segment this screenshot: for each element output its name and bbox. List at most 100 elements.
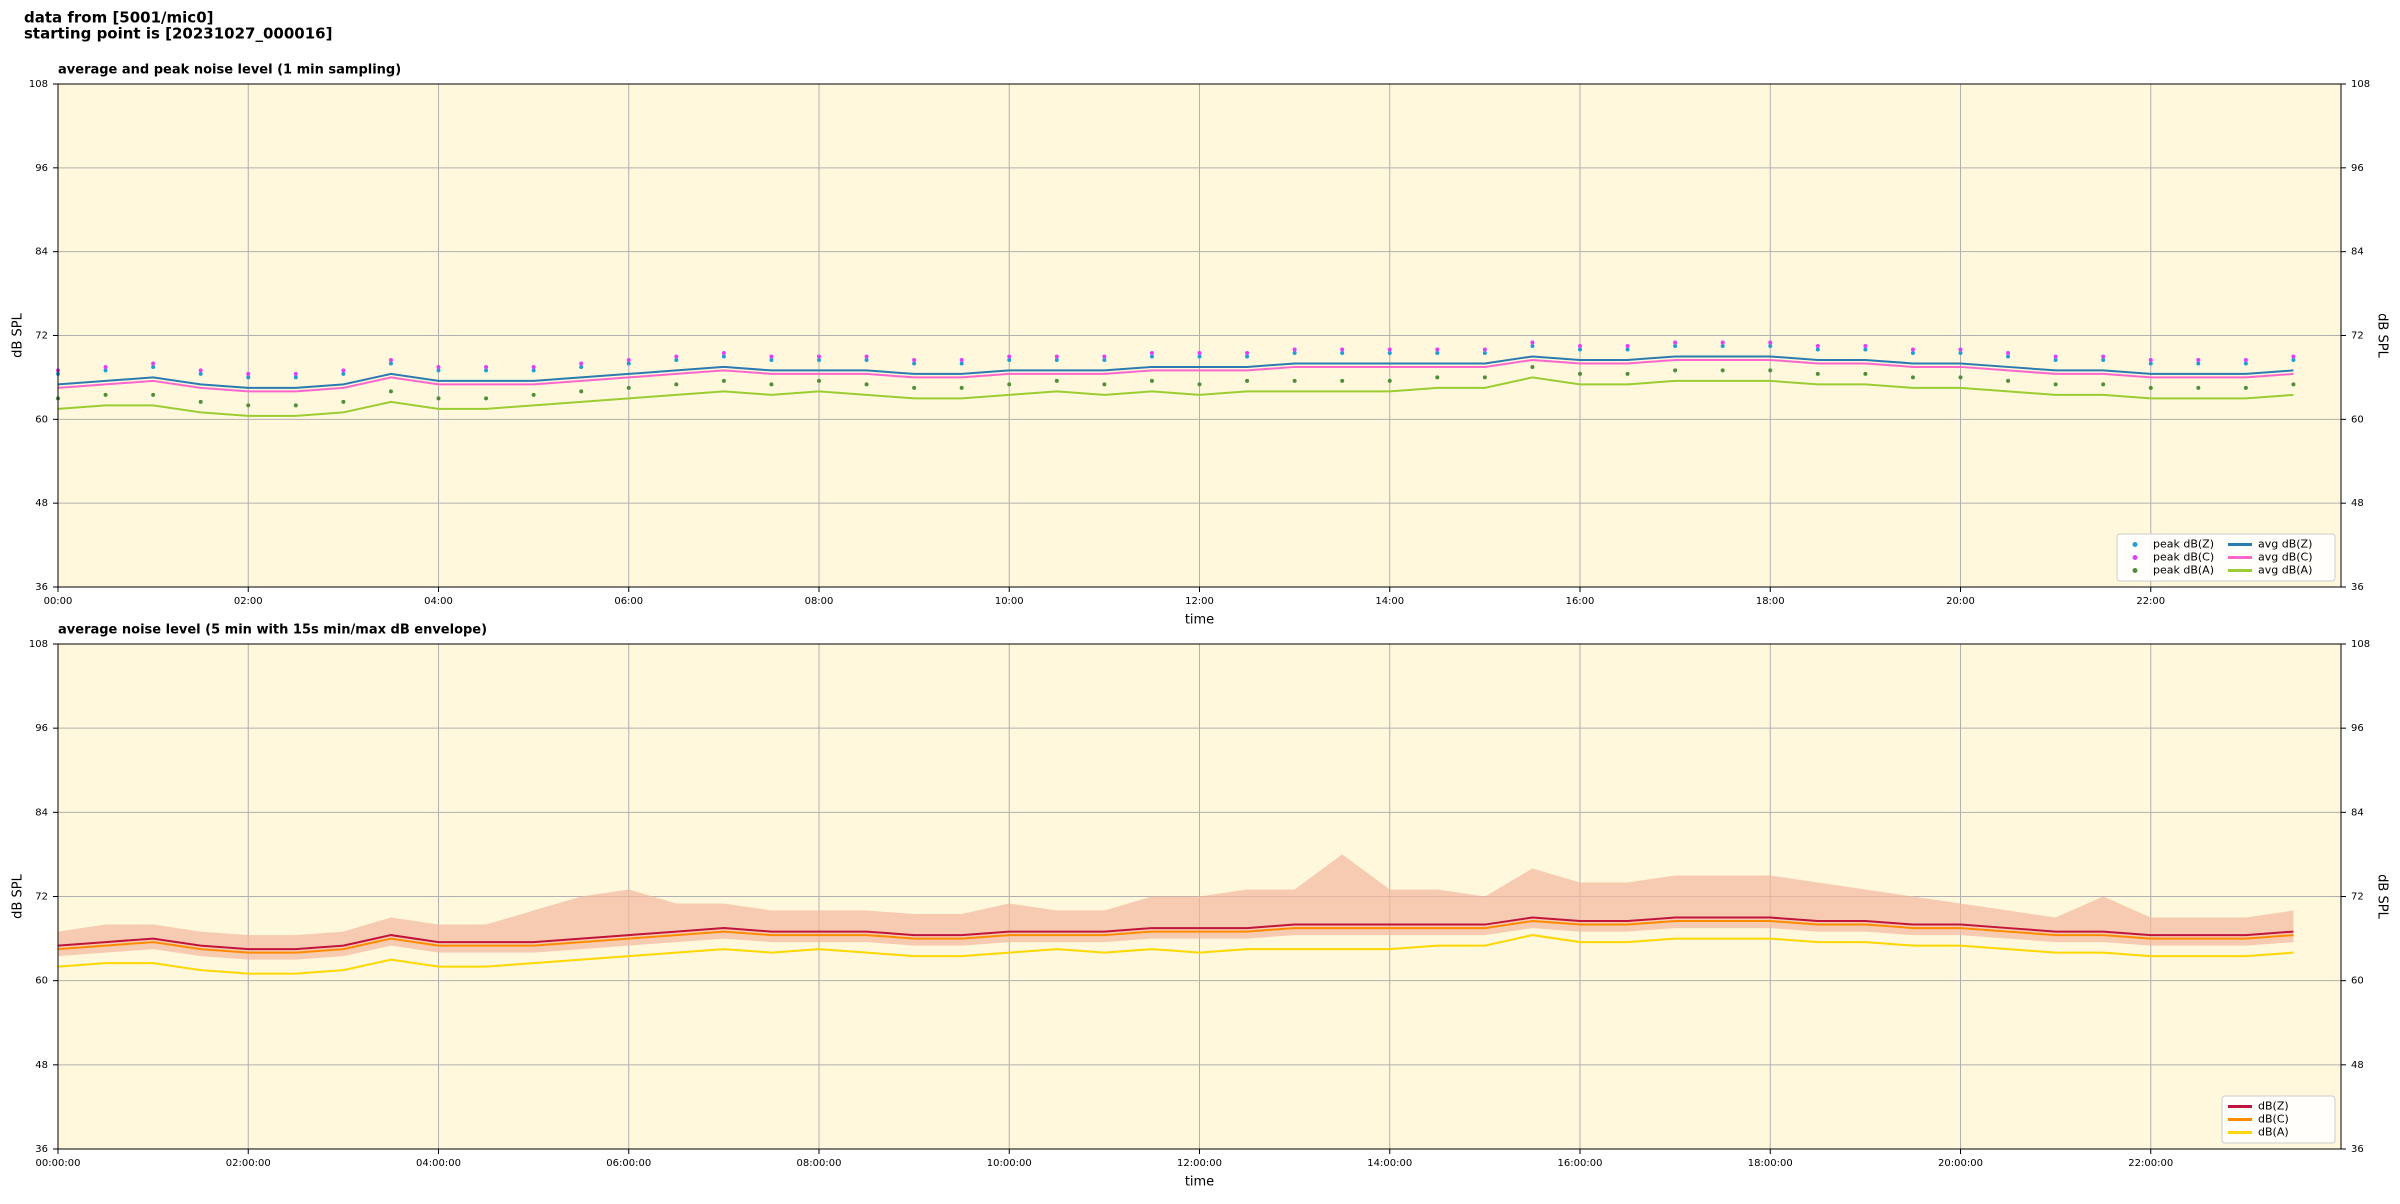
data-point — [1340, 347, 1345, 352]
data-point — [2243, 357, 2248, 362]
data-point — [2148, 357, 2153, 362]
data-point — [2053, 382, 2058, 387]
y-tick-label: 84 — [2351, 807, 2364, 818]
data-point — [2243, 361, 2248, 366]
data-line — [57, 934, 2294, 975]
data-point — [103, 392, 108, 397]
data-point — [1625, 371, 1630, 376]
data-point — [2243, 385, 2248, 390]
data-point — [1482, 350, 1487, 355]
data-point — [1625, 343, 1630, 348]
data-point — [246, 375, 251, 380]
data-point — [959, 385, 964, 390]
x-tick-label: 04:00 — [424, 596, 453, 607]
data-point — [817, 378, 821, 383]
y-tick-label: 96 — [2351, 723, 2364, 734]
y-tick-label: 96 — [2351, 163, 2364, 174]
legend-marker — [2132, 542, 2138, 547]
data-point — [151, 392, 156, 397]
data-point — [2053, 354, 2058, 359]
y-tick-label: 48 — [35, 498, 48, 509]
x-tick-label: 16:00 — [1566, 596, 1595, 607]
data-point — [1530, 364, 1535, 369]
data-point — [626, 361, 631, 366]
x-tick-label: 12:00:00 — [1177, 1158, 1222, 1169]
data-point — [1245, 350, 1250, 355]
data-point — [1815, 347, 1820, 352]
data-line — [57, 358, 2294, 393]
data-point — [246, 403, 251, 408]
x-tick-label: 10:00 — [995, 596, 1024, 607]
data-point — [959, 357, 964, 362]
data-point — [1768, 343, 1773, 348]
data-point — [484, 396, 489, 401]
y-tick-label: 48 — [35, 1060, 48, 1071]
data-point — [1673, 340, 1678, 345]
y-tick-label: 72 — [35, 331, 48, 342]
data-point — [1387, 347, 1392, 352]
data-point — [2006, 354, 2011, 359]
data-point — [1340, 350, 1345, 355]
data-point — [436, 368, 441, 373]
data-point — [769, 354, 774, 359]
y-tick-label: 36 — [35, 1144, 48, 1155]
data-point — [2196, 357, 2201, 362]
data-point — [1673, 343, 1678, 348]
data-point — [341, 399, 346, 404]
data-point — [864, 382, 869, 387]
x-tick-label: 18:00:00 — [1748, 1158, 1793, 1169]
y-tick-label: 72 — [35, 892, 48, 903]
data-point — [1054, 378, 1059, 383]
legend-marker — [2132, 555, 2138, 560]
data-point — [151, 364, 156, 369]
y-tick-label: 60 — [35, 976, 48, 987]
x-tick-label: 14:00:00 — [1367, 1158, 1412, 1169]
x-tick-label: 20:00 — [1946, 596, 1975, 607]
y-axis-label: dB SPL — [11, 873, 26, 918]
y-tick-label: 72 — [2351, 892, 2364, 903]
x-tick-label: 16:00:00 — [1558, 1158, 1603, 1169]
data-point — [1102, 382, 1107, 387]
data-point — [1387, 378, 1392, 383]
data-point — [1720, 343, 1725, 348]
data-point — [1815, 343, 1820, 348]
data-line — [57, 355, 2294, 389]
data-point — [1910, 350, 1915, 355]
data-point — [198, 368, 203, 373]
y-tick-label: 60 — [2351, 976, 2364, 987]
data-point — [912, 361, 917, 366]
data-point — [1292, 347, 1297, 352]
data-point — [1578, 371, 1582, 376]
data-point — [579, 361, 584, 366]
data-point — [1768, 340, 1773, 345]
y-tick-label: 108 — [29, 639, 48, 650]
y-tick-label: 72 — [2351, 331, 2364, 342]
x-axis-label: time — [1185, 1175, 1214, 1190]
y-tick-label: 84 — [2351, 247, 2364, 258]
data-point — [484, 368, 489, 373]
data-point — [1958, 350, 1963, 355]
data-point — [1863, 371, 1868, 376]
data-point — [1578, 343, 1582, 348]
data-point — [436, 396, 441, 401]
data-point — [1292, 350, 1297, 355]
data-point — [1482, 347, 1487, 352]
data-point — [1245, 378, 1250, 383]
data-point — [1292, 378, 1297, 383]
legend-label: avg dB(C) — [2258, 551, 2313, 564]
data-point — [198, 371, 203, 376]
x-tick-label: 04:00:00 — [416, 1158, 461, 1169]
y-tick-label: 36 — [2351, 1144, 2364, 1155]
data-point — [2148, 361, 2153, 366]
y-tick-label: 36 — [35, 582, 48, 593]
data-point — [484, 364, 489, 369]
x-tick-label: 08:00:00 — [797, 1158, 842, 1169]
data-point — [388, 357, 393, 362]
data-point — [579, 389, 584, 394]
y-tick-label: 108 — [2351, 79, 2370, 90]
data-point — [293, 403, 298, 408]
data-point — [531, 368, 536, 373]
data-point — [2101, 357, 2106, 362]
data-point — [1482, 375, 1487, 380]
data-point — [1197, 350, 1202, 355]
